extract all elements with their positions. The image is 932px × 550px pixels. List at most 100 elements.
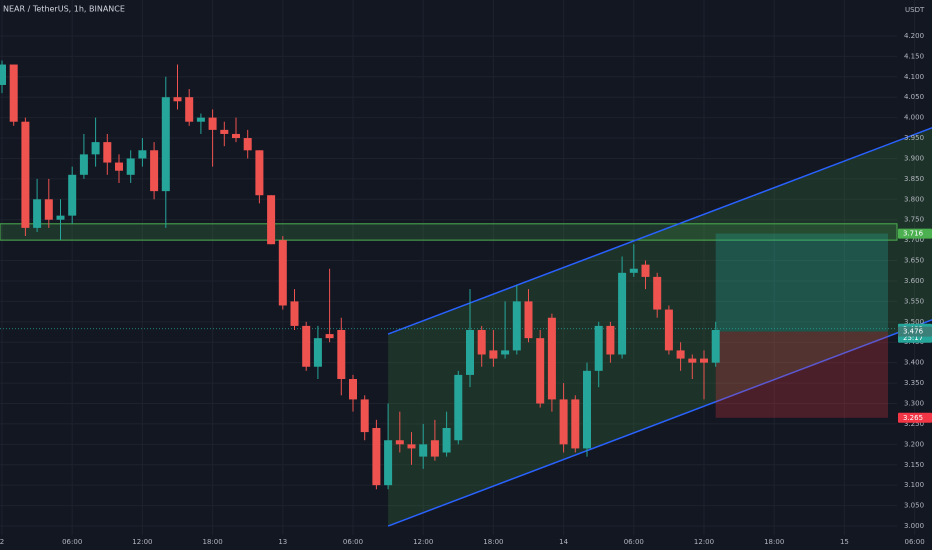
candle-body [267,195,276,245]
candle-body [419,444,428,457]
candle-body [512,301,521,351]
candle-body [220,129,229,134]
candle-body [313,338,322,367]
candle-body [688,358,697,363]
candle-body [56,215,65,220]
countdown: 25:17 [903,334,923,342]
price-tag-box [898,228,932,239]
candle-body [583,370,591,449]
candle-body [653,276,662,310]
candle-body [150,150,159,192]
position-profit [715,233,888,332]
candle-body [33,199,42,228]
candle-body [337,329,346,379]
candle-body [501,350,510,355]
x-tick-label: 06:00 [62,538,82,546]
y-tick-label: 3.100 [904,481,924,489]
candle-body [559,399,568,445]
candle-body [243,138,252,151]
y-tick-label: 3.250 [904,420,924,428]
position-loss [715,331,888,418]
candle-body [606,325,615,355]
candle-body [395,440,404,445]
x-tick-label: 18:00 [764,538,784,546]
candle-body [126,158,135,175]
axes: 3.000 3.050 3.100 3.150 3.200 3.250 3.300 3.350… [0,32,932,546]
candle-body [115,162,123,171]
candle-body [9,64,18,122]
candle-body [618,272,627,355]
candle-body [477,329,486,355]
x-tick-label: 13 [278,538,287,546]
channel-upper [387,127,932,335]
y-tick-label: 3.600 [904,277,924,285]
x-tick-label: 2 [0,538,4,546]
x-tick-label: 06:00 [343,538,363,546]
candle-body [407,444,416,449]
y-tick-label: 3.850 [904,175,924,183]
y-tick-label: 3.800 [904,195,924,203]
candle-body [629,268,638,273]
x-tick-label: 06:00 [905,538,925,546]
candle-body [442,428,451,453]
price-tag: 3.476 [898,326,932,337]
y-tick-label: 3.500 [904,318,924,326]
candle-body [711,329,720,363]
price-tag: 3.265 [898,412,932,423]
candle-body [384,440,393,486]
candle-body [290,301,299,326]
x-tick-label: 06:00 [624,538,644,546]
candle-body [91,142,100,155]
candle-body [641,264,650,277]
candle-body [664,309,673,351]
zone [0,223,898,241]
y-tick-label: 3.150 [904,461,924,469]
candles [0,60,720,490]
chart-title: NEAR / TetherUS, 1h, BINANCE [3,5,125,14]
y-tick-label: 4.200 [904,32,924,40]
candle-body [372,428,381,486]
price-tag-box [898,326,932,337]
y-tick-label: 3.900 [904,154,924,162]
candle-body [571,399,580,449]
candle-body [325,334,334,339]
y-tick-label: 3.750 [904,216,924,224]
candle-body [161,97,170,192]
candle-body [454,374,463,441]
candle-body [185,97,194,122]
y-tick-label: 3.300 [904,399,924,407]
x-tick-label: 12:00 [694,538,714,546]
candle-body [489,350,498,359]
candle-body [547,317,556,400]
candle-body [44,199,53,220]
price-tag-label: 3.265 [903,414,923,422]
y-tick-label: 4.150 [904,52,924,60]
y-tick-label: 4.000 [904,114,924,122]
y-tick-label: 3.650 [904,257,924,265]
drawings [0,127,932,527]
candle-body [0,64,6,85]
candle-body [302,325,311,367]
y-axis-label: USDT [905,6,925,14]
y-tick-label: 3.400 [904,359,924,367]
channel [388,127,932,527]
y-tick-label: 3.700 [904,236,924,244]
candle-body [138,150,147,159]
candle-body [349,378,357,400]
candle-body [676,350,685,359]
y-tick-label: 4.050 [904,93,924,101]
candle-body [278,240,287,306]
x-tick-label: 15 [840,538,849,546]
grid [0,0,916,535]
candle-body [173,97,182,102]
y-tick-label: 4.100 [904,73,924,81]
x-tick-label: 12:00 [132,538,152,546]
y-tick-label: 3.350 [904,379,924,387]
x-tick-label: 14 [559,538,568,546]
x-tick-label: 12:00 [413,538,433,546]
candle-body [21,121,30,228]
candle-body [255,150,264,196]
